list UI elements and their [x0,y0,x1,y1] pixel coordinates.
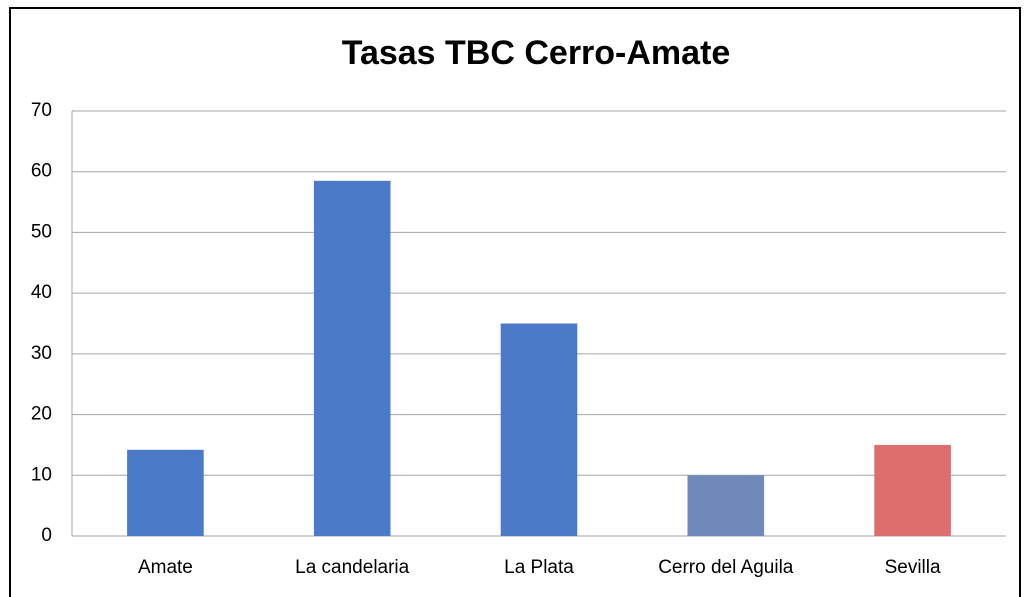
bar [313,180,391,537]
bar [127,449,204,536]
bar [500,323,578,536]
y-tick-label: 60 [31,161,52,182]
x-tick-label: Amate [138,557,193,578]
x-tick-label: Sevilla [885,557,941,578]
y-tick-label: 10 [31,464,52,485]
x-tick-label: La candelaria [295,557,410,578]
y-tick-label: 70 [31,100,52,121]
x-tick-label: Cerro del Aguila [658,557,794,578]
chart-title: Tasas TBC Cerro-Amate [342,34,731,72]
y-tick-label: 20 [31,404,52,425]
bar [874,444,951,536]
bar [687,475,765,536]
y-tick-label: 40 [31,282,52,303]
y-tick-label: 30 [31,343,52,364]
y-tick-label: 0 [41,525,52,546]
x-tick-label: La Plata [504,557,574,578]
y-tick-label: 50 [31,221,52,242]
